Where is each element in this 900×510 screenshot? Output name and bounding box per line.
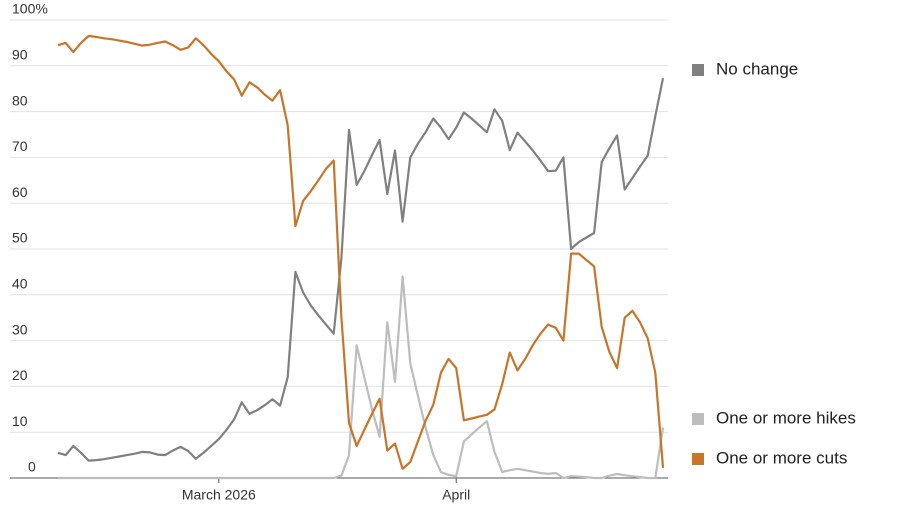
y-tick-label: 40: [12, 276, 28, 292]
legend-label: No change: [716, 59, 798, 78]
y-tick-label: 70: [12, 138, 28, 154]
y-tick-label: 30: [12, 321, 28, 337]
y-tick-label: 0: [28, 459, 36, 475]
y-tick-label: 80: [12, 92, 28, 108]
y-tick-label: 20: [12, 367, 28, 383]
y-tick-label: 100%: [12, 1, 48, 17]
legend-swatch: [692, 64, 704, 76]
series-line: [58, 275, 665, 480]
y-tick-label: 10: [12, 413, 28, 429]
y-tick-label: 60: [12, 184, 28, 200]
legend-label: One or more cuts: [716, 448, 847, 467]
y-tick-label: 90: [12, 47, 28, 63]
x-tick-label: March 2026: [182, 487, 256, 503]
legend-label: One or more hikes: [716, 408, 856, 427]
y-tick-label: 50: [12, 230, 28, 246]
x-tick-label: April: [442, 487, 470, 503]
series-line: [57, 34, 665, 470]
legend-swatch: [692, 453, 704, 465]
legend-swatch: [692, 413, 704, 425]
series-line: [57, 77, 665, 462]
